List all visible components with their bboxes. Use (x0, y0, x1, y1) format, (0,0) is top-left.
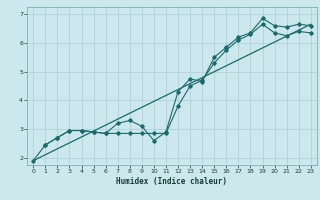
X-axis label: Humidex (Indice chaleur): Humidex (Indice chaleur) (116, 177, 228, 186)
